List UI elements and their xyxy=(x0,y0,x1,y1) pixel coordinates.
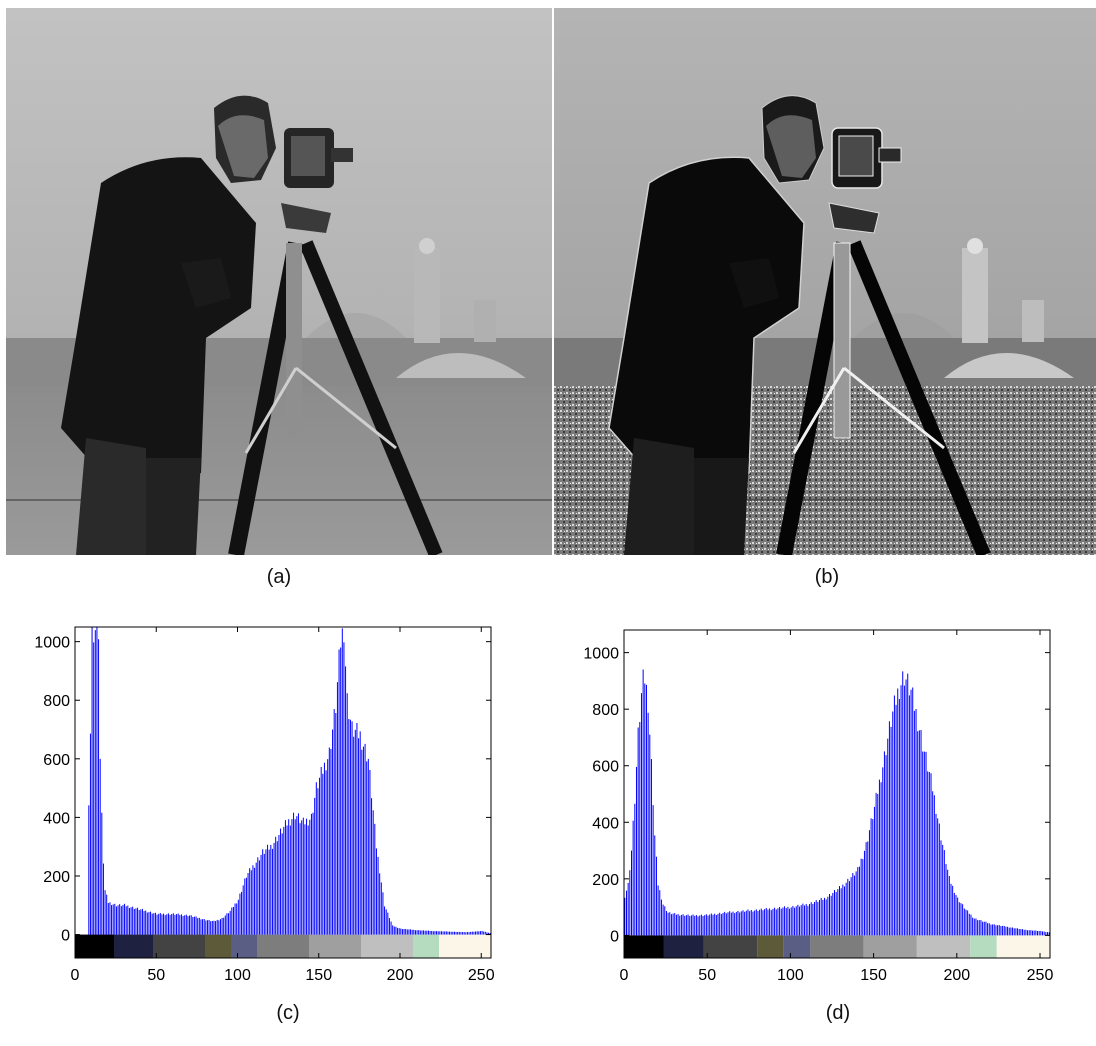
axes-frame xyxy=(74,626,492,959)
y-tick-label: 200 xyxy=(592,872,619,889)
cameraman-photo-original xyxy=(6,8,552,555)
y-tick-label: 0 xyxy=(610,928,619,945)
x-tick-label: 150 xyxy=(860,967,887,984)
axes-frame xyxy=(623,629,1051,959)
y-tick-label: 1000 xyxy=(583,646,619,663)
colorbar-segment xyxy=(75,934,114,958)
colorbar-segment xyxy=(205,934,231,958)
x-tick-label: 150 xyxy=(305,967,332,984)
x-tick-label: 0 xyxy=(71,967,80,984)
colorbar-segment xyxy=(703,935,758,958)
colorbar-segment xyxy=(783,935,811,958)
caption-a: (a) xyxy=(266,566,292,588)
colorbar-segment xyxy=(114,934,153,958)
x-tick-label: 0 xyxy=(620,967,629,984)
colorbar-segment xyxy=(916,935,971,958)
y-tick-label: 0 xyxy=(61,928,70,945)
colorbar-segment xyxy=(153,934,205,958)
cameraman-photo-original-art xyxy=(6,8,552,555)
colorbar-segment xyxy=(663,935,704,958)
x-tick-label: 100 xyxy=(224,967,251,984)
x-tick-label: 200 xyxy=(943,967,970,984)
cameraman-photo-enhanced-art xyxy=(554,8,1096,555)
colorbar-segment xyxy=(361,934,413,958)
x-tick-label: 200 xyxy=(387,967,414,984)
y-tick-label: 200 xyxy=(43,869,70,886)
y-tick-label: 600 xyxy=(43,752,70,769)
caption-d: (d) xyxy=(825,1002,851,1024)
colorbar-segment xyxy=(970,935,997,958)
x-tick-label: 250 xyxy=(468,967,495,984)
colorbar-segment xyxy=(757,935,784,958)
histogram-original-svg: 0 50 100 150 200 250 0 200 400 600 800 1000 xyxy=(34,626,495,984)
colorbar-segment xyxy=(413,934,439,958)
histogram-original: 0 50 100 150 200 250 0 200 400 600 800 1000 xyxy=(0,615,548,1005)
x-tick-label: 50 xyxy=(147,967,165,984)
x-tick-label: 100 xyxy=(777,967,804,984)
x-tick-label: 250 xyxy=(1027,967,1054,984)
cameraman-photo-enhanced xyxy=(554,8,1096,555)
colorbar-segment xyxy=(863,935,917,958)
histogram-enhanced: 0 50 100 150 200 250 0 200 400 600 800 1000 xyxy=(548,615,1096,1005)
colorbar-segment xyxy=(309,934,361,958)
colorbar-segment xyxy=(996,935,1050,958)
colorbar-segment xyxy=(257,934,309,958)
histogram-enhanced-svg: 0 50 100 150 200 250 0 200 400 600 800 1000 xyxy=(583,629,1054,984)
caption-c: (c) xyxy=(276,1002,300,1024)
y-tick-label: 400 xyxy=(592,815,619,832)
colorbar-segment xyxy=(231,934,257,958)
colorbar-segment xyxy=(439,934,491,958)
y-tick-label: 800 xyxy=(43,693,70,710)
y-tick-label: 600 xyxy=(592,759,619,776)
x-tick-label: 50 xyxy=(698,967,716,984)
y-tick-label: 1000 xyxy=(34,635,70,652)
y-tick-label: 800 xyxy=(592,702,619,719)
colorbar-segment xyxy=(810,935,864,958)
colorbar-segment xyxy=(624,935,664,958)
y-tick-label: 400 xyxy=(43,810,70,827)
caption-b: (b) xyxy=(814,566,840,588)
